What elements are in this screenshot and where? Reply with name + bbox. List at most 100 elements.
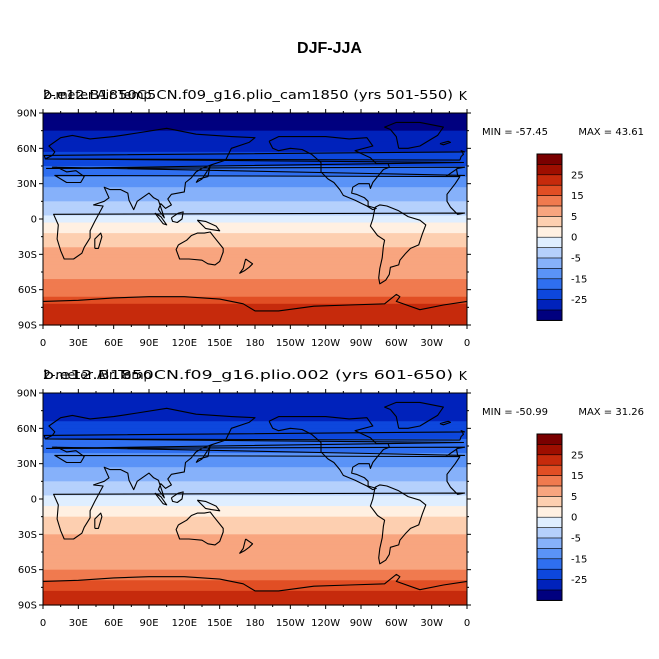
colorbar-swatch bbox=[536, 516, 563, 529]
temperature-band bbox=[43, 314, 467, 319]
colorbar-swatch bbox=[536, 506, 563, 518]
coastline bbox=[42, 573, 468, 592]
lat-tick-label: 90N bbox=[17, 389, 37, 400]
temperature-band bbox=[43, 410, 467, 415]
colorbar-swatch bbox=[536, 464, 563, 477]
colorbar-swatch bbox=[536, 226, 563, 238]
temperature-band bbox=[43, 597, 467, 603]
temperature-band bbox=[43, 576, 467, 581]
temperature-band bbox=[43, 134, 467, 139]
temperature-band bbox=[43, 456, 467, 461]
temperature-band bbox=[43, 442, 467, 447]
coastline bbox=[170, 491, 184, 504]
temperature-band bbox=[43, 250, 467, 255]
temperature-band bbox=[43, 403, 467, 408]
coastline bbox=[154, 492, 168, 506]
lon-tick-label: 150W bbox=[276, 618, 305, 629]
colorbar-label: -15 bbox=[571, 554, 587, 565]
temperature-band bbox=[43, 484, 467, 489]
lat-tick-label: 60S bbox=[18, 285, 37, 296]
coastline bbox=[439, 420, 452, 426]
temperature-band bbox=[43, 569, 467, 574]
temperature-band bbox=[43, 116, 467, 121]
temperature-band bbox=[43, 516, 467, 521]
coastline bbox=[94, 232, 103, 249]
colorbar-label: -15 bbox=[571, 274, 587, 285]
lat-tick-label: 90S bbox=[18, 321, 37, 332]
coastline bbox=[439, 140, 452, 146]
colorbar-swatch bbox=[536, 309, 563, 321]
colorbar-label: 0 bbox=[571, 233, 577, 244]
panel-min-label: MIN = -57.45 bbox=[482, 127, 548, 138]
lat-tick-label: 60N bbox=[17, 144, 37, 155]
temperature-band bbox=[43, 130, 467, 135]
lon-tick-label: 150E bbox=[207, 338, 232, 349]
lon-tick-label: 120W bbox=[311, 618, 340, 629]
panel-variable-title: 2-meter Air Temp bbox=[43, 367, 152, 382]
colorbar-swatch bbox=[536, 444, 563, 456]
coastline bbox=[384, 401, 444, 429]
temperature-band bbox=[43, 296, 467, 301]
temperature-band bbox=[43, 243, 467, 248]
temperature-band bbox=[43, 127, 467, 132]
temperature-band bbox=[43, 587, 467, 592]
coastline bbox=[195, 165, 211, 183]
contour-fill bbox=[43, 393, 467, 606]
temperature-band bbox=[43, 488, 467, 493]
colorbar-frame bbox=[536, 153, 563, 321]
temperature-band bbox=[43, 544, 467, 550]
temperature-band bbox=[43, 141, 467, 146]
colorbar-swatch bbox=[536, 496, 563, 508]
temperature-band bbox=[43, 264, 467, 270]
coastline bbox=[175, 231, 224, 266]
panel-units: K bbox=[459, 88, 468, 103]
colorbar-swatch bbox=[536, 268, 563, 280]
temperature-band bbox=[43, 236, 467, 241]
coastline bbox=[369, 484, 427, 565]
colorbar-label: -25 bbox=[571, 295, 587, 306]
temperature-band bbox=[43, 173, 467, 178]
temperature-band bbox=[43, 180, 467, 185]
temperature-band bbox=[43, 555, 467, 560]
temperature-band bbox=[43, 247, 467, 252]
temperature-band bbox=[43, 183, 467, 188]
colorbar: 25 15 5 0 -5 -15 -25 bbox=[536, 433, 587, 601]
temperature-band bbox=[43, 424, 467, 429]
temperature-band bbox=[43, 470, 467, 475]
temperature-band bbox=[43, 176, 467, 181]
lon-tick-label: 120E bbox=[172, 338, 197, 349]
coastline bbox=[43, 150, 466, 161]
temperature-band bbox=[43, 474, 467, 479]
lon-tick-label: 90E bbox=[139, 338, 158, 349]
temperature-band bbox=[43, 590, 467, 595]
lat-tick-label: 0 bbox=[31, 495, 37, 506]
figure-title: DJF-JJA bbox=[297, 40, 362, 57]
panel-variable-title: 2-meter Air Temp bbox=[43, 87, 152, 102]
temperature-band bbox=[43, 566, 467, 571]
temperature-band bbox=[43, 272, 467, 277]
coastline bbox=[196, 219, 221, 232]
colorbar-label: 5 bbox=[571, 212, 577, 223]
lon-tick-label: 30E bbox=[69, 618, 88, 629]
colorbar-swatch bbox=[536, 164, 563, 176]
temperature-band bbox=[43, 523, 467, 528]
temperature-band bbox=[43, 407, 467, 412]
temperature-band bbox=[43, 162, 467, 167]
temperature-band bbox=[43, 534, 467, 539]
colorbar-swatch bbox=[536, 589, 563, 601]
lat-tick-label: 90N bbox=[17, 109, 37, 120]
lon-tick-label: 30W bbox=[420, 618, 443, 629]
colorbar-swatch bbox=[536, 558, 563, 570]
temperature-band bbox=[43, 137, 467, 142]
temperature-band bbox=[43, 317, 467, 323]
temperature-band bbox=[43, 541, 467, 546]
coastline bbox=[43, 430, 466, 441]
coastline bbox=[268, 416, 390, 491]
temperature-band bbox=[43, 300, 467, 305]
colorbar-swatch bbox=[536, 247, 563, 259]
colorbar-label: 25 bbox=[571, 450, 584, 461]
temperature-band bbox=[43, 187, 467, 192]
lon-tick-label: 60E bbox=[104, 618, 123, 629]
